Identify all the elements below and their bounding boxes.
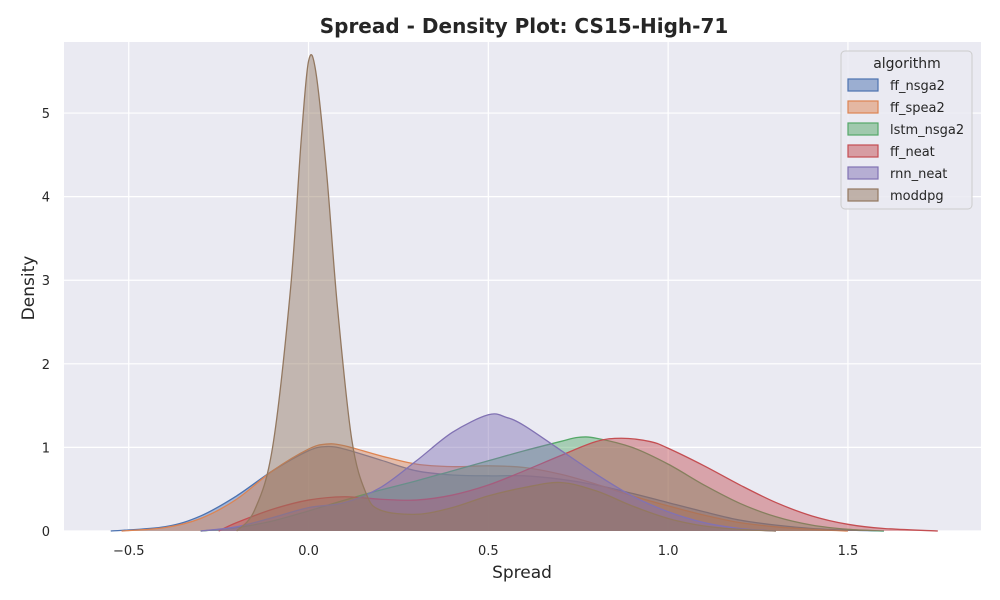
legend-swatch bbox=[847, 78, 879, 92]
series-ff_neat bbox=[218, 437, 938, 532]
y-tick-label: 3 bbox=[42, 274, 50, 289]
legend-label: rnn_neat bbox=[890, 167, 947, 182]
series-ff_nsga2 bbox=[110, 445, 884, 532]
legend-label: ff_neat bbox=[890, 145, 935, 160]
legend-item: lstm_nsga2 bbox=[847, 122, 964, 138]
x-tick-label: 1.0 bbox=[658, 544, 679, 559]
legend-swatch bbox=[847, 144, 879, 158]
density-line-lstm_nsga2 bbox=[200, 436, 884, 532]
legend-title: algorithm bbox=[873, 56, 941, 72]
legend-label: ff_nsga2 bbox=[890, 79, 945, 94]
x-tick-label: 0.0 bbox=[298, 544, 319, 559]
grid-lines bbox=[64, 42, 981, 532]
legend-label: ff_spea2 bbox=[890, 101, 945, 116]
x-axis-label: Spread bbox=[492, 563, 552, 583]
legend-item: moddpg bbox=[847, 188, 944, 204]
y-axis-label: Density bbox=[19, 256, 39, 321]
series-moddpg bbox=[236, 54, 777, 532]
x-tick-label: 1.5 bbox=[838, 544, 859, 559]
density-area-ff_neat bbox=[218, 438, 938, 531]
y-tick-label: 4 bbox=[42, 191, 50, 206]
x-tick-labels: −0.5 0.0 0.5 1.0 1.5 bbox=[113, 544, 858, 559]
density-area-rnn_neat bbox=[200, 413, 777, 531]
legend-swatch bbox=[847, 188, 879, 202]
x-tick-label: −0.5 bbox=[113, 544, 145, 559]
legend-label: moddpg bbox=[890, 189, 944, 204]
density-line-ff_neat bbox=[218, 437, 938, 532]
y-tick-label: 1 bbox=[42, 441, 50, 456]
legend-swatch bbox=[847, 122, 879, 136]
legend-item: ff_neat bbox=[847, 144, 935, 160]
density-area-moddpg bbox=[236, 54, 777, 531]
legend-swatch bbox=[847, 100, 879, 114]
x-tick-label: 0.5 bbox=[478, 544, 499, 559]
y-tick-labels: 0 1 2 3 4 5 bbox=[42, 107, 50, 540]
legend-item: ff_nsga2 bbox=[847, 78, 945, 94]
legend-label: lstm_nsga2 bbox=[890, 123, 964, 138]
series-rnn_neat bbox=[200, 413, 777, 532]
density-series bbox=[110, 54, 938, 532]
legend: algorithm ff_nsga2ff_spea2lstm_nsga2ff_n… bbox=[840, 50, 973, 210]
y-tick-label: 5 bbox=[42, 107, 50, 122]
legend-items: ff_nsga2 ff_spea2 lstm_nsga2 ff_neat rnn_nea… bbox=[847, 78, 964, 204]
density-area-ff_nsga2 bbox=[110, 446, 884, 531]
chart-title: Spread - Density Plot: CS15-High-71 bbox=[320, 14, 729, 38]
density-line-ff_nsga2 bbox=[110, 445, 884, 532]
y-tick-label: 2 bbox=[42, 358, 50, 373]
density-line-rnn_neat bbox=[200, 413, 777, 532]
y-tick-label: 0 bbox=[42, 525, 50, 540]
density-line-moddpg bbox=[236, 54, 777, 532]
legend-item: ff_spea2 bbox=[847, 100, 945, 116]
plot-background bbox=[64, 42, 981, 531]
legend-item: rnn_neat bbox=[847, 166, 947, 182]
legend-swatch bbox=[847, 166, 879, 180]
